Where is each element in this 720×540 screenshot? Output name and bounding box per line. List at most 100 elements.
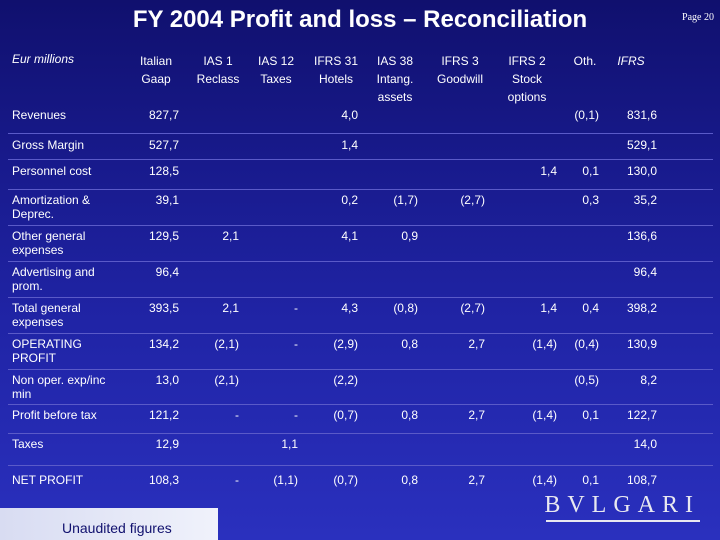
table-cell: 108,7: [626, 473, 657, 487]
footnote-box: Unaudited figures: [0, 508, 218, 540]
brand-logo: BVLGARI: [544, 492, 700, 518]
table-cell: (2,1): [214, 373, 239, 387]
table-cell: 39,1: [155, 193, 179, 207]
row-divider: [8, 261, 713, 262]
table-cell: 129,5: [148, 229, 179, 243]
table-cell: 122,7: [626, 408, 657, 422]
table-cell: 128,5: [148, 164, 179, 178]
row-divider: [8, 369, 713, 370]
table-cell: 8,2: [640, 373, 657, 387]
table-cell: -: [235, 408, 239, 422]
table-cell: 393,5: [148, 301, 179, 315]
logo-underline: [546, 520, 700, 522]
column-header-line: IFRS 3: [441, 54, 479, 68]
row-divider: [8, 465, 713, 466]
column-header-line: assets: [377, 90, 413, 104]
table-cell: 527,7: [148, 138, 179, 152]
table-cell: (1,7): [393, 193, 418, 207]
table-cell: 398,2: [626, 301, 657, 315]
row-label: Non oper. exp/inc min: [12, 373, 106, 401]
table-cell: 35,2: [633, 193, 657, 207]
column-header-line: Italian: [139, 54, 173, 68]
column-header-line: IFRS 31: [313, 54, 358, 68]
row-label: Amortization & Deprec.: [12, 193, 91, 221]
table-cell: 0,8: [401, 408, 418, 422]
table-cell: 136,6: [626, 229, 657, 243]
row-label: Revenues: [12, 108, 67, 122]
table-cell: 13,0: [155, 373, 179, 387]
table-cell: 2,7: [468, 337, 485, 351]
page-title: FY 2004 Profit and loss – Reconciliation: [132, 6, 588, 33]
page-number: Page 20: [682, 12, 714, 23]
table-cell: 130,9: [626, 337, 657, 351]
column-header-line: IFRS 2: [508, 54, 546, 68]
table-cell: (1,4): [532, 408, 557, 422]
row-divider: [8, 333, 713, 334]
column-header-line: Oth.: [573, 54, 597, 68]
table-cell: -: [294, 337, 298, 351]
row-label: Personnel cost: [12, 164, 92, 178]
column-header: IFRS: [591, 52, 671, 70]
table-cell: 2,7: [468, 473, 485, 487]
row-label: Advertising and prom.: [12, 265, 95, 293]
table-cell: 2,1: [222, 301, 239, 315]
table-cell: 1,1: [281, 437, 298, 451]
column-header-line: Reclass: [196, 72, 240, 86]
row-divider: [8, 159, 713, 160]
row-label: Other general expenses: [12, 229, 86, 257]
table-cell: -: [294, 301, 298, 315]
column-header-line: IAS 12: [257, 54, 295, 68]
column-header-line: Intang.: [376, 72, 414, 86]
table-cell: 1,4: [341, 138, 358, 152]
table-cell: 529,1: [626, 138, 657, 152]
column-header-line: Gaap: [141, 72, 171, 86]
row-divider: [8, 433, 713, 434]
table-cell: 121,2: [148, 408, 179, 422]
table-cell: (2,7): [460, 193, 485, 207]
table-cell: 2,7: [468, 408, 485, 422]
row-divider: [8, 225, 713, 226]
table-cell: (2,9): [333, 337, 358, 351]
table-cell: 0,4: [582, 301, 599, 315]
table-cell: 831,6: [626, 108, 657, 122]
table-cell: 4,0: [341, 108, 358, 122]
table-cell: 12,9: [155, 437, 179, 451]
table-cell: (0,7): [333, 473, 358, 487]
table-cell: 1,4: [540, 164, 557, 178]
column-header-line: Stock: [511, 72, 542, 86]
footnote-text: Unaudited figures: [62, 520, 172, 536]
table-cell: (2,2): [333, 373, 358, 387]
row-label: Total general expenses: [12, 301, 81, 329]
table-cell: 96,4: [633, 265, 657, 279]
table-cell: 4,1: [341, 229, 358, 243]
table-cell: 4,3: [341, 301, 358, 315]
table-cell: 0,2: [341, 193, 358, 207]
row-label: Taxes: [12, 437, 44, 451]
row-label: Profit before tax: [12, 408, 97, 422]
table-cell: 1,4: [540, 301, 557, 315]
table-cell: (0,5): [574, 373, 599, 387]
table-cell: (1,1): [273, 473, 298, 487]
table-cell: 96,4: [155, 265, 179, 279]
table-cell: (2,7): [460, 301, 485, 315]
table-cell: (0,8): [393, 301, 418, 315]
table-cell: (0,4): [574, 337, 599, 351]
table-cell: 0,1: [582, 473, 599, 487]
table-cell: (0,1): [574, 108, 599, 122]
column-header: IFRS 3 Goodwill: [420, 52, 500, 88]
table-cell: 14,0: [633, 437, 657, 451]
row-label: OPERATING PROFIT: [12, 337, 82, 365]
table-cell: 827,7: [148, 108, 179, 122]
column-header-line: Goodwill: [436, 72, 484, 86]
column-header: IAS 1 Reclass: [178, 52, 258, 88]
column-header: IFRS 2 Stock options: [487, 52, 567, 106]
table-cell: 130,0: [626, 164, 657, 178]
row-divider: [8, 297, 713, 298]
column-header: Oth.: [545, 52, 625, 70]
column-header: IAS 12 Taxes: [236, 52, 316, 88]
row-divider: [8, 404, 713, 405]
table-cell: (1,4): [532, 337, 557, 351]
table-cell: 108,3: [148, 473, 179, 487]
table-cell: 0,8: [401, 473, 418, 487]
column-header: IFRS 31 Hotels: [296, 52, 376, 88]
